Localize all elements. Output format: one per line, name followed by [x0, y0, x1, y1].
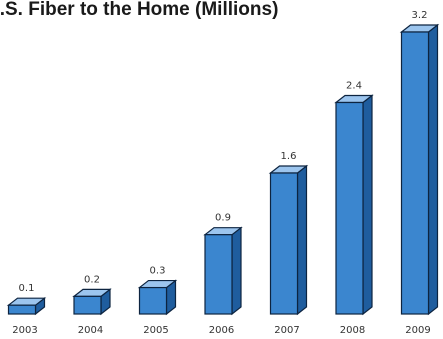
bar-side-face: [296, 164, 308, 316]
value-label-2005: 0.3: [150, 266, 166, 277]
bar-front-face: [204, 234, 233, 315]
x-tick-label-2008: 2008: [340, 325, 365, 336]
value-label-2007: 1.6: [281, 151, 297, 162]
bar-2009: [399, 23, 440, 316]
bar-2006: [203, 226, 243, 316]
bar-2005: [137, 279, 178, 316]
x-tick-label-2007: 2007: [274, 325, 299, 336]
x-tick-label-2003: 2003: [12, 325, 37, 336]
x-tick-label-2009: 2009: [405, 325, 430, 336]
bar-front-face: [138, 286, 168, 315]
bar-front-face: [7, 304, 37, 315]
bar-2004: [72, 288, 112, 316]
bars-group: [6, 23, 440, 316]
bar-front-face: [269, 172, 299, 315]
bar-side-face: [362, 94, 373, 316]
x-tick-label-2005: 2005: [143, 325, 168, 336]
value-label-2004: 0.2: [84, 274, 100, 285]
x-tick-label-2006: 2006: [209, 325, 234, 336]
bar-side-face: [231, 226, 242, 316]
bar-front-face: [73, 295, 102, 315]
bar-2003: [6, 296, 47, 316]
bar-side-face: [427, 23, 439, 316]
value-label-2006: 0.9: [215, 213, 231, 224]
bar-front-face: [400, 31, 430, 315]
value-label-2003: 0.1: [19, 283, 35, 294]
x-tick-label-2004: 2004: [78, 325, 103, 336]
bar-2007: [268, 164, 309, 316]
chart-title: U.S. Fiber to the Home (Millions): [0, 0, 278, 20]
x-tick-labels-group: 2003 2004 2005 2006 2007 2008 2009: [12, 325, 430, 336]
value-label-2008: 2.4: [346, 81, 362, 92]
value-label-2009: 3.2: [412, 10, 428, 21]
bar-front-face: [335, 101, 364, 315]
value-labels-group: 0.1 0.2 0.3 0.9 1.6 2.4 3.2: [19, 10, 428, 294]
bar-2008: [334, 94, 374, 316]
